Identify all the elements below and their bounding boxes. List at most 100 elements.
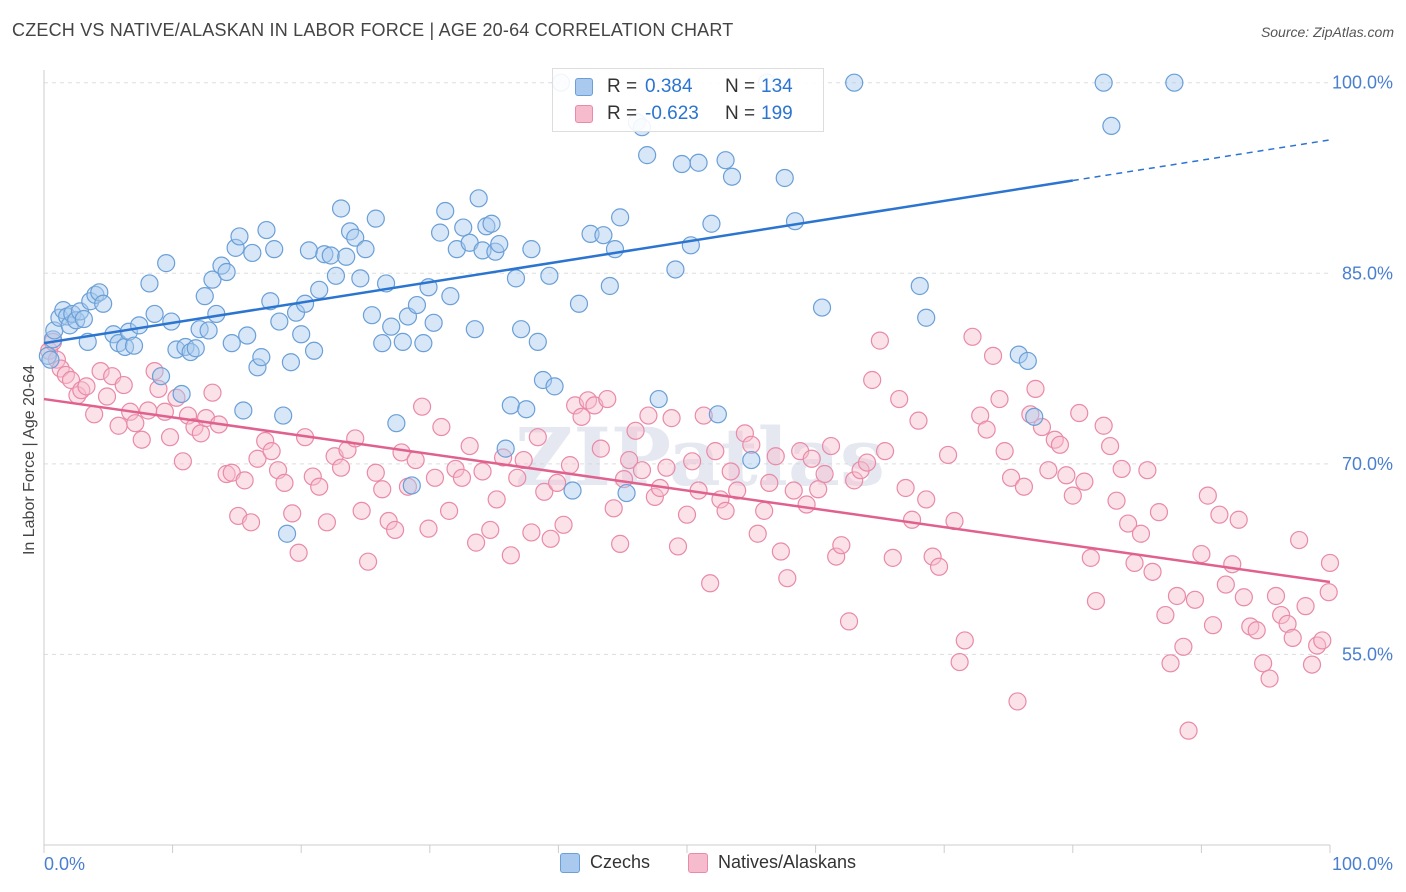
czech-point: [545, 377, 564, 396]
stats-legend: R = 0.384 N = 134 R = -0.623 N = 199: [552, 68, 824, 132]
native-point: [611, 534, 630, 553]
czech-points: [38, 73, 1184, 543]
czech-point: [373, 334, 392, 353]
native-point: [373, 480, 392, 499]
native-point: [406, 450, 425, 470]
native-point: [331, 458, 351, 477]
czech-point: [490, 234, 509, 254]
native-n-value: 199: [761, 103, 793, 124]
czech-point: [41, 350, 60, 369]
native-point: [1075, 472, 1094, 491]
czech-point: [649, 389, 668, 409]
native-point: [1320, 553, 1340, 573]
czech-point: [299, 241, 319, 260]
native-point: [683, 452, 702, 471]
czech-point: [785, 212, 805, 231]
native-point: [845, 471, 864, 490]
native-point: [310, 477, 329, 496]
native-point: [452, 468, 472, 487]
native-point: [875, 442, 895, 461]
czech-point: [186, 339, 205, 358]
native-point: [755, 501, 774, 520]
native-point: [1161, 654, 1180, 673]
y-tick-label: 85.0%: [1342, 263, 1393, 283]
native-point: [1179, 721, 1198, 740]
native-point: [645, 487, 664, 506]
native-point: [1260, 669, 1279, 688]
native-point: [784, 481, 803, 500]
czech-point: [716, 151, 735, 170]
native-point: [1143, 562, 1162, 581]
native-point: [851, 461, 870, 480]
czech-point: [465, 320, 484, 339]
czech-point: [217, 262, 236, 282]
trend-lines: [43, 139, 1331, 584]
native-point: [522, 523, 541, 542]
czech-point: [742, 450, 761, 470]
czech-point: [672, 154, 691, 174]
native-point: [728, 481, 747, 500]
czech-point: [1025, 407, 1044, 426]
czech-n-value: 134: [761, 76, 793, 97]
native-point: [990, 389, 1009, 409]
czech-point: [195, 287, 214, 306]
native-point: [358, 552, 378, 571]
czech-point: [243, 243, 262, 263]
czech-point: [517, 400, 536, 419]
native-point: [466, 533, 486, 552]
czech-point: [248, 358, 267, 377]
native-point: [1045, 430, 1064, 449]
native-point: [248, 449, 267, 468]
czech-point: [94, 294, 113, 313]
czech-point: [292, 325, 311, 344]
czech-point: [281, 353, 301, 372]
czech-point: [337, 247, 356, 266]
czech-point: [140, 274, 159, 293]
native-point: [85, 405, 104, 424]
native-point: [412, 397, 432, 416]
native-point: [620, 450, 639, 470]
tick-labels: 55.0% 70.0% 85.0% 100.0% 0.0% 100.0%: [44, 73, 1393, 874]
native-point: [1081, 548, 1100, 567]
czech-point: [203, 270, 222, 289]
bottom-legend-czechs: Czechs: [560, 852, 650, 873]
chart-title: CZECH VS NATIVE/ALASKAN IN LABOR FORCE |…: [12, 20, 734, 40]
native-point: [97, 387, 117, 406]
native-point: [1302, 655, 1322, 674]
czech-point: [424, 313, 443, 332]
native-point: [535, 482, 554, 501]
native-trend-line: [43, 397, 1331, 584]
native-point: [425, 468, 445, 487]
native-point: [742, 435, 761, 454]
native-point: [508, 468, 527, 487]
native-point: [815, 464, 834, 484]
czech-point: [407, 295, 427, 315]
native-point: [735, 424, 754, 443]
native-r-label: R =: [607, 103, 638, 124]
native-point: [1203, 616, 1223, 635]
czech-point: [473, 241, 492, 260]
czech-point: [387, 414, 406, 433]
czech-point: [845, 73, 864, 92]
native-point: [1063, 486, 1082, 505]
native-point: [827, 547, 846, 566]
native-point: [1278, 614, 1297, 634]
native-point: [501, 546, 520, 565]
czech-r-value: 0.384: [645, 76, 693, 97]
native-point: [598, 389, 617, 409]
native-point: [379, 511, 398, 531]
native-point: [126, 414, 145, 433]
czech-point: [910, 276, 929, 296]
czech-point: [130, 316, 149, 335]
czech-point: [90, 283, 109, 302]
native-point: [721, 462, 740, 481]
native-point: [1185, 590, 1205, 609]
native-swatch: [575, 105, 593, 123]
native-point: [289, 543, 308, 562]
native-point: [114, 375, 133, 395]
czech-point: [67, 311, 86, 330]
native-point: [487, 490, 506, 509]
native-point: [256, 431, 275, 451]
native-point: [668, 537, 688, 556]
native-point: [1138, 461, 1157, 480]
